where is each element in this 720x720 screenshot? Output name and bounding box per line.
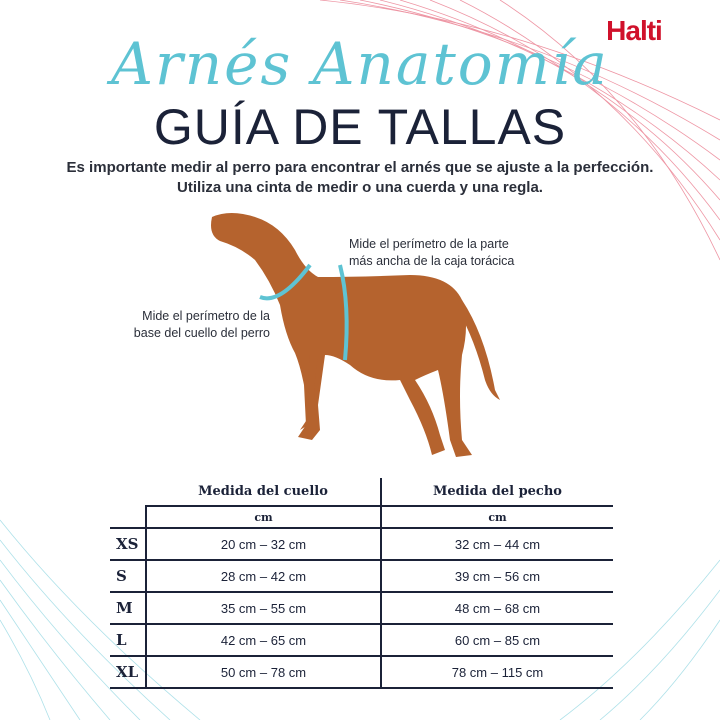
chest-unit: cm <box>380 505 613 529</box>
chest-value: 39 cm – 56 cm <box>380 560 613 593</box>
size-table: Medida del cuello Medida del pecho cm cm… <box>110 478 613 689</box>
logo-text: Halti <box>606 15 663 46</box>
halti-logo: Halti <box>596 10 672 52</box>
table-row: XS 20 cm – 32 cm 32 cm – 44 cm <box>110 528 613 561</box>
unit-row: cm cm <box>110 505 613 529</box>
table-header-row: Medida del cuello Medida del pecho <box>110 478 613 506</box>
dog-illustration <box>211 213 500 457</box>
page-title: GUÍA DE TALLAS <box>153 99 567 155</box>
neck-unit: cm <box>145 505 381 529</box>
neck-value: 42 cm – 65 cm <box>145 624 381 657</box>
chest-annotation-line-2: más ancha de la caja torácica <box>349 254 515 268</box>
neck-header: Medida del cuello <box>198 484 328 499</box>
chest-value: 60 cm – 85 cm <box>380 624 613 657</box>
chest-annotation: Mide el perímetro de la parte más ancha … <box>349 236 514 270</box>
chest-value: 78 cm – 115 cm <box>380 656 613 689</box>
size-label: XL <box>110 656 146 689</box>
table-row: L 42 cm – 65 cm 60 cm – 85 cm <box>110 624 613 657</box>
neck-value: 50 cm – 78 cm <box>145 656 381 689</box>
size-label: XS <box>110 528 146 561</box>
neck-value: 28 cm – 42 cm <box>145 560 381 593</box>
empty-header <box>110 478 146 506</box>
neck-annotation-line-1: Mide el perímetro de la <box>142 309 270 323</box>
neck-annotation-line-2: base del cuello del perro <box>133 326 270 340</box>
chest-header: Medida del pecho <box>380 478 613 506</box>
intro-line-1: Es importante medir al perro para encont… <box>66 159 654 176</box>
neck-value: 20 cm – 32 cm <box>145 528 381 561</box>
chest-value: 48 cm – 68 cm <box>380 592 613 625</box>
table-row: XL 50 cm – 78 cm 78 cm – 115 cm <box>110 656 613 689</box>
table-row: M 35 cm – 55 cm 48 cm – 68 cm <box>110 592 613 625</box>
size-label: L <box>110 624 146 657</box>
intro-line-2: Utiliza una cinta de medir o una cuerda … <box>177 179 543 196</box>
product-title: Arnés Anatomía <box>111 30 609 98</box>
empty-unit <box>110 506 146 529</box>
table-row: S 28 cm – 42 cm 39 cm – 56 cm <box>110 560 613 593</box>
neck-annotation: Mide el perímetro de la base del cuello … <box>112 308 270 342</box>
intro-text: Es importante medir al perro para encont… <box>0 158 720 198</box>
size-label: M <box>110 592 146 625</box>
chest-value: 32 cm – 44 cm <box>380 528 613 561</box>
chest-annotation-line-1: Mide el perímetro de la parte <box>349 237 509 251</box>
neck-value: 35 cm – 55 cm <box>145 592 381 625</box>
size-label: S <box>110 560 146 593</box>
